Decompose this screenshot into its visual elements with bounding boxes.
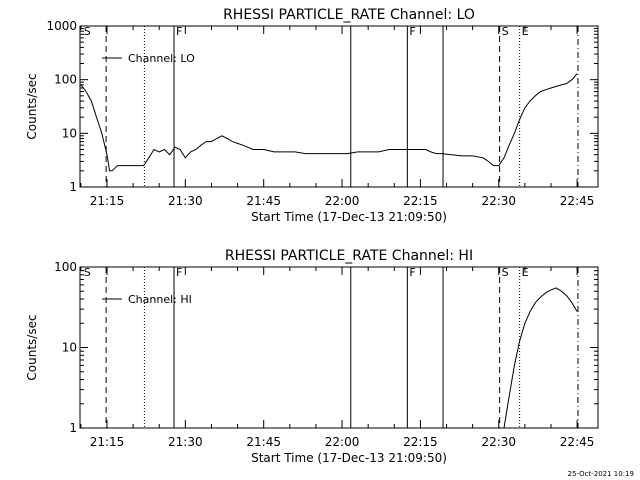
event-marker-label: S <box>502 25 509 38</box>
x-tick-label: 22:15 <box>403 435 438 449</box>
y-tick-label: 100 <box>54 260 77 274</box>
chart-title: RHESSI PARTICLE_RATE Channel: HI <box>225 248 473 264</box>
series-line <box>503 287 578 429</box>
hi-channel-panel: RHESSI PARTICLE_RATE Channel: HI Counts/s… <box>25 248 599 465</box>
y-tick-label: 10 <box>62 126 77 140</box>
event-marker-label: F <box>176 266 182 279</box>
legend-entry: Channel: HI <box>128 293 192 306</box>
x-tick-label: 22:30 <box>481 194 516 208</box>
y-tick-label: 1 <box>69 180 77 194</box>
x-tick-label: 22:45 <box>560 194 595 208</box>
x-tick-label: 21:45 <box>246 194 281 208</box>
lo-channel-panel: RHESSI PARTICLE_RATE Channel: LO Counts/s… <box>25 7 599 224</box>
event-marker-label: E <box>522 266 529 279</box>
event-marker-label: S <box>84 25 91 38</box>
x-tick-label: 21:30 <box>168 435 203 449</box>
x-tick-label: 22:30 <box>481 435 516 449</box>
event-marker-label: S <box>84 266 91 279</box>
plot-frame <box>79 266 599 429</box>
series-line <box>80 73 578 172</box>
y-axis-label: Counts/sec <box>25 314 39 380</box>
x-tick-label: 22:45 <box>560 435 595 449</box>
y-tick-label: 1000 <box>46 19 77 33</box>
event-marker-label: S <box>502 266 509 279</box>
x-axis-label: Start Time (17-Dec-13 21:09:50) <box>251 451 447 465</box>
event-marker-label: F <box>176 25 182 38</box>
x-tick-label: 22:00 <box>325 435 360 449</box>
x-axis-label: Start Time (17-Dec-13 21:09:50) <box>251 210 447 224</box>
x-tick-label: 21:15 <box>90 194 125 208</box>
x-tick-label: 21:30 <box>168 194 203 208</box>
event-marker-label: F <box>409 266 415 279</box>
event-marker-label: F <box>409 25 415 38</box>
x-tick-label: 21:15 <box>90 435 125 449</box>
plot-frame <box>79 25 599 188</box>
y-axis-label: Counts/sec <box>25 73 39 139</box>
x-tick-label: 21:45 <box>246 435 281 449</box>
legend-entry: Channel: LO <box>128 52 195 65</box>
y-tick-label: 100 <box>54 73 77 87</box>
timestamp: 25-Oct-2021 10:19 <box>567 470 634 478</box>
x-tick-label: 22:00 <box>325 194 360 208</box>
event-marker-label: E <box>522 25 529 38</box>
x-tick-label: 22:15 <box>403 194 438 208</box>
y-tick-label: 10 <box>62 341 77 355</box>
y-tick-label: 1 <box>69 421 77 435</box>
chart-title: RHESSI PARTICLE_RATE Channel: LO <box>223 7 475 23</box>
